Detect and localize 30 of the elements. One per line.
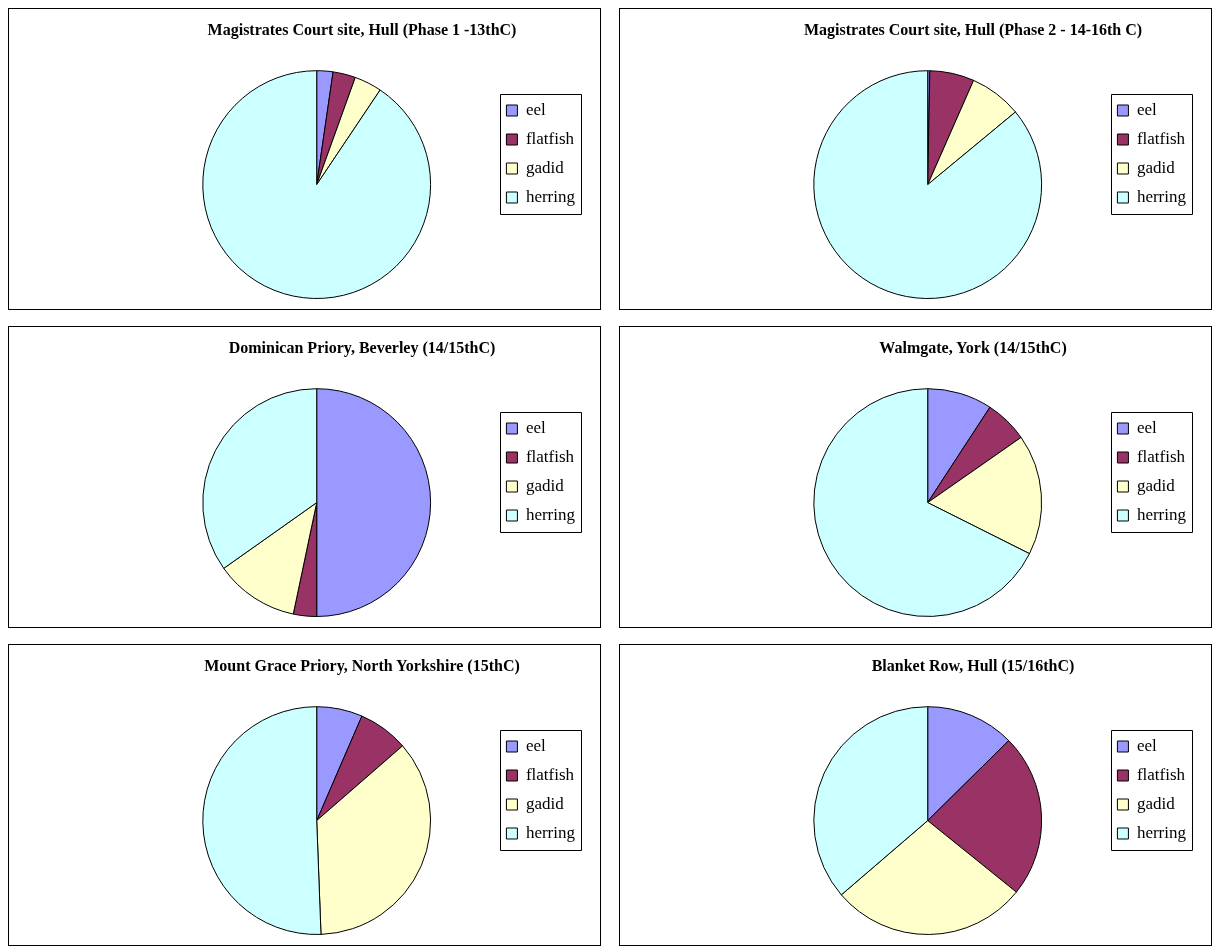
legend-label: eel	[525, 99, 546, 119]
legend-label: herring	[1136, 504, 1187, 524]
legend-label: gadid	[1136, 157, 1176, 177]
legend-label: flatfish	[525, 128, 575, 148]
legend-label: flatfish	[1136, 128, 1186, 148]
chart-title: Mount Grace Priory, North Yorkshire (15thC)	[204, 656, 520, 675]
legend-label: herring	[1136, 186, 1187, 206]
legend-label: gadid	[525, 475, 565, 495]
legend-label: herring	[525, 186, 576, 206]
chart-title: Walmgate, York (14/15thC)	[879, 338, 1067, 357]
legend-label: eel	[1136, 735, 1157, 755]
legend-label: eel	[525, 735, 546, 755]
legend-label: eel	[1136, 417, 1157, 437]
chart-title: Dominican Priory, Beverley (14/15thC)	[228, 338, 496, 357]
chart-title: Blanket Row, Hull (15/16thC)	[871, 656, 1075, 675]
legend-label: flatfish	[525, 446, 575, 466]
legend-label: herring	[525, 504, 576, 524]
legend-label: flatfish	[1136, 446, 1186, 466]
legend-label: gadid	[1136, 475, 1176, 495]
legend-label: flatfish	[1136, 764, 1186, 784]
chart-title: Magistrates Court site, Hull (Phase 2 - 14-16th C)	[803, 20, 1143, 39]
legend-label: eel	[525, 417, 546, 437]
legend-label: herring	[1136, 822, 1187, 842]
legend-label: gadid	[1136, 793, 1176, 813]
chart-title: Magistrates Court site, Hull (Phase 1 -13thC)	[207, 20, 517, 39]
legend-label: gadid	[525, 793, 565, 813]
legend-label: gadid	[525, 157, 565, 177]
legend-label: eel	[1136, 99, 1157, 119]
legend-label: flatfish	[525, 764, 575, 784]
legend-label: herring	[525, 822, 576, 842]
